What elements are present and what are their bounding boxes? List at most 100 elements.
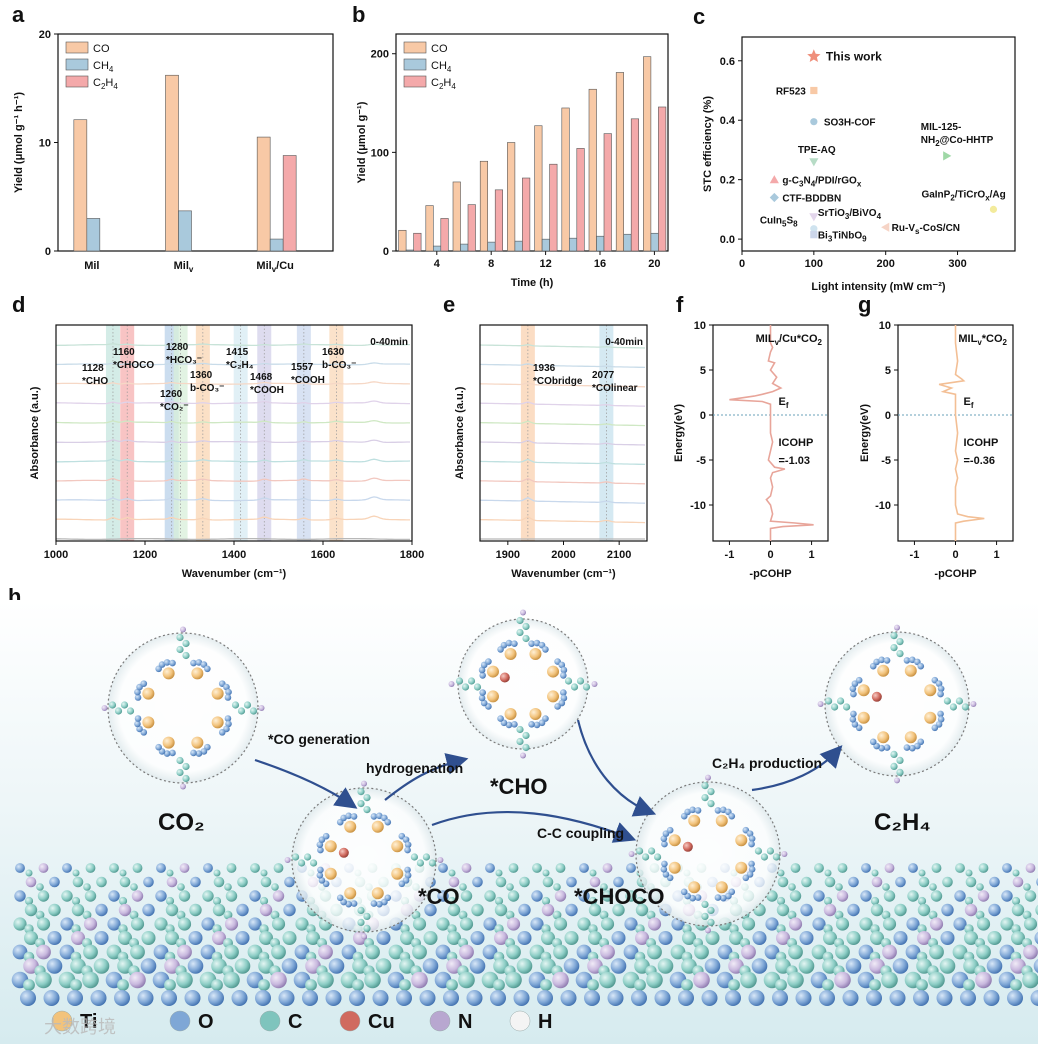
chart-a-legend-label: CH4	[93, 60, 114, 74]
chart-c-point-label: This work	[826, 49, 882, 63]
slab-atom	[647, 917, 662, 931]
slab-atom	[284, 876, 295, 888]
slab-atom	[789, 890, 802, 902]
bubble-co2-ti-atom	[142, 687, 155, 700]
slab-atom	[118, 931, 132, 945]
bubble-cho-n-atom	[520, 752, 526, 759]
bubble-co2-c-atom	[176, 645, 184, 654]
chart-b-bar-CH4-6	[460, 243, 469, 252]
chart-c-ylabel: STC efficiency (%)	[702, 96, 714, 192]
slab-atom	[278, 990, 295, 1006]
chart-d-spectrum-line	[55, 439, 410, 444]
slab-atom	[772, 990, 788, 1006]
slab-atom	[341, 944, 357, 960]
slab-atom	[472, 876, 483, 888]
bubble-cho-c-atom	[522, 731, 530, 740]
bubble-co2-o-atom	[195, 750, 203, 757]
chart-b-legend-label: C2H4	[431, 77, 456, 91]
bubble-choco-c-atom	[636, 847, 644, 855]
slab-atom	[15, 863, 25, 873]
bubble-cho-ti-atom	[547, 690, 560, 703]
slab-atom	[255, 990, 271, 1006]
chart-a-bar-CO-MILv	[165, 74, 179, 252]
chart-d-time-label: 0-40min	[370, 337, 408, 348]
chart-b-bar-C2H4-10	[522, 177, 531, 252]
slab-atom	[225, 890, 238, 902]
slab-atom	[61, 890, 73, 902]
slab-atom	[883, 890, 896, 902]
bubble-c2h4-c-atom	[896, 650, 904, 658]
chart-b-legend-label: CH4	[431, 60, 452, 74]
slab-atom	[929, 944, 944, 960]
chart-e-spectrum-line	[479, 363, 646, 369]
bubble-choco-o-atom	[714, 807, 722, 814]
bubble-co2-c-atom	[126, 707, 135, 715]
slab-atom	[577, 917, 591, 931]
slab-atom	[705, 931, 720, 945]
bubble-co2-o-atom	[169, 749, 176, 757]
slab-atom	[776, 903, 790, 917]
bubble-cho-ti-atom	[529, 647, 542, 660]
bubble-co-ti-atom	[371, 887, 384, 900]
chart-f-xtick-label: 0	[767, 549, 773, 561]
slab-atom	[626, 863, 636, 873]
bubble-cho-o-atom	[511, 640, 518, 647]
bubble-choco	[628, 774, 788, 934]
reaction-scheme: *CO generation hydrogenation C-C couplin…	[0, 600, 1038, 1044]
slab-atom	[578, 890, 590, 902]
slab-atom	[494, 896, 504, 906]
bubble-co2-ti-atom	[211, 716, 224, 729]
slab-atom	[20, 990, 36, 1006]
slab-atom	[939, 958, 956, 974]
panel-label-g: g	[858, 292, 872, 317]
chart-d-band	[257, 325, 272, 541]
slab-atom	[141, 931, 156, 945]
legend-label-N: N	[458, 1011, 472, 1033]
slab-atom	[47, 931, 62, 945]
bubble-co-c-atom	[357, 906, 365, 914]
bubble-cho-o-atom	[538, 719, 546, 727]
bubble-c2h4-o-atom	[937, 716, 945, 723]
slab-atom	[916, 979, 928, 991]
slab-atom	[94, 931, 109, 945]
slab-atom	[24, 931, 38, 945]
bubble-c2h4-o-atom	[937, 710, 944, 718]
bubble-choco-o-atom	[748, 860, 755, 868]
slab-atom	[62, 863, 72, 873]
bubble-co2-o-atom	[190, 749, 197, 757]
slab-atom	[129, 971, 146, 989]
bubble-c2h4-c-atom	[896, 768, 904, 776]
slab-atom	[235, 931, 250, 945]
chart-a-ytick-label: 10	[39, 138, 51, 150]
slab-atom	[764, 944, 780, 960]
slab-atom	[177, 917, 192, 931]
chart-g-ytick-label: -10	[875, 500, 891, 512]
bubble-cho-c-atom	[570, 683, 579, 691]
bubble-co2-c-atom	[176, 756, 184, 765]
slab-atom	[71, 903, 85, 917]
slab-atom	[142, 903, 155, 917]
slab-atom	[494, 931, 508, 945]
chart-e-xtick-label: 1900	[496, 549, 520, 561]
slab-atom	[861, 863, 871, 873]
chart-a-bar-CH4-MILv	[178, 210, 192, 252]
chart-b-bar-CH4-4	[432, 245, 442, 252]
panel-label-f: f	[676, 292, 684, 317]
slab-atom	[260, 869, 268, 877]
chart-d-annotation: *COOH	[291, 375, 325, 386]
slab-atom	[143, 876, 154, 888]
slab-atom	[349, 990, 365, 1006]
bubble-choco-ti-atom	[688, 881, 701, 894]
slab-atom	[657, 958, 674, 974]
slab-atom	[717, 944, 733, 960]
slab-atom	[436, 917, 450, 931]
chart-d-spectrum-line	[56, 515, 410, 521]
legend-label-O: O	[198, 1011, 214, 1033]
bubble-c2h4-o-atom	[909, 744, 916, 752]
bubble-co2-o-atom	[195, 659, 203, 666]
bubble-choco-c-atom	[760, 853, 769, 861]
chart-a-ytick-label: 20	[39, 29, 51, 41]
slab-atom	[988, 903, 1001, 917]
slab-atom	[889, 990, 906, 1006]
slab-atom	[1000, 917, 1014, 931]
